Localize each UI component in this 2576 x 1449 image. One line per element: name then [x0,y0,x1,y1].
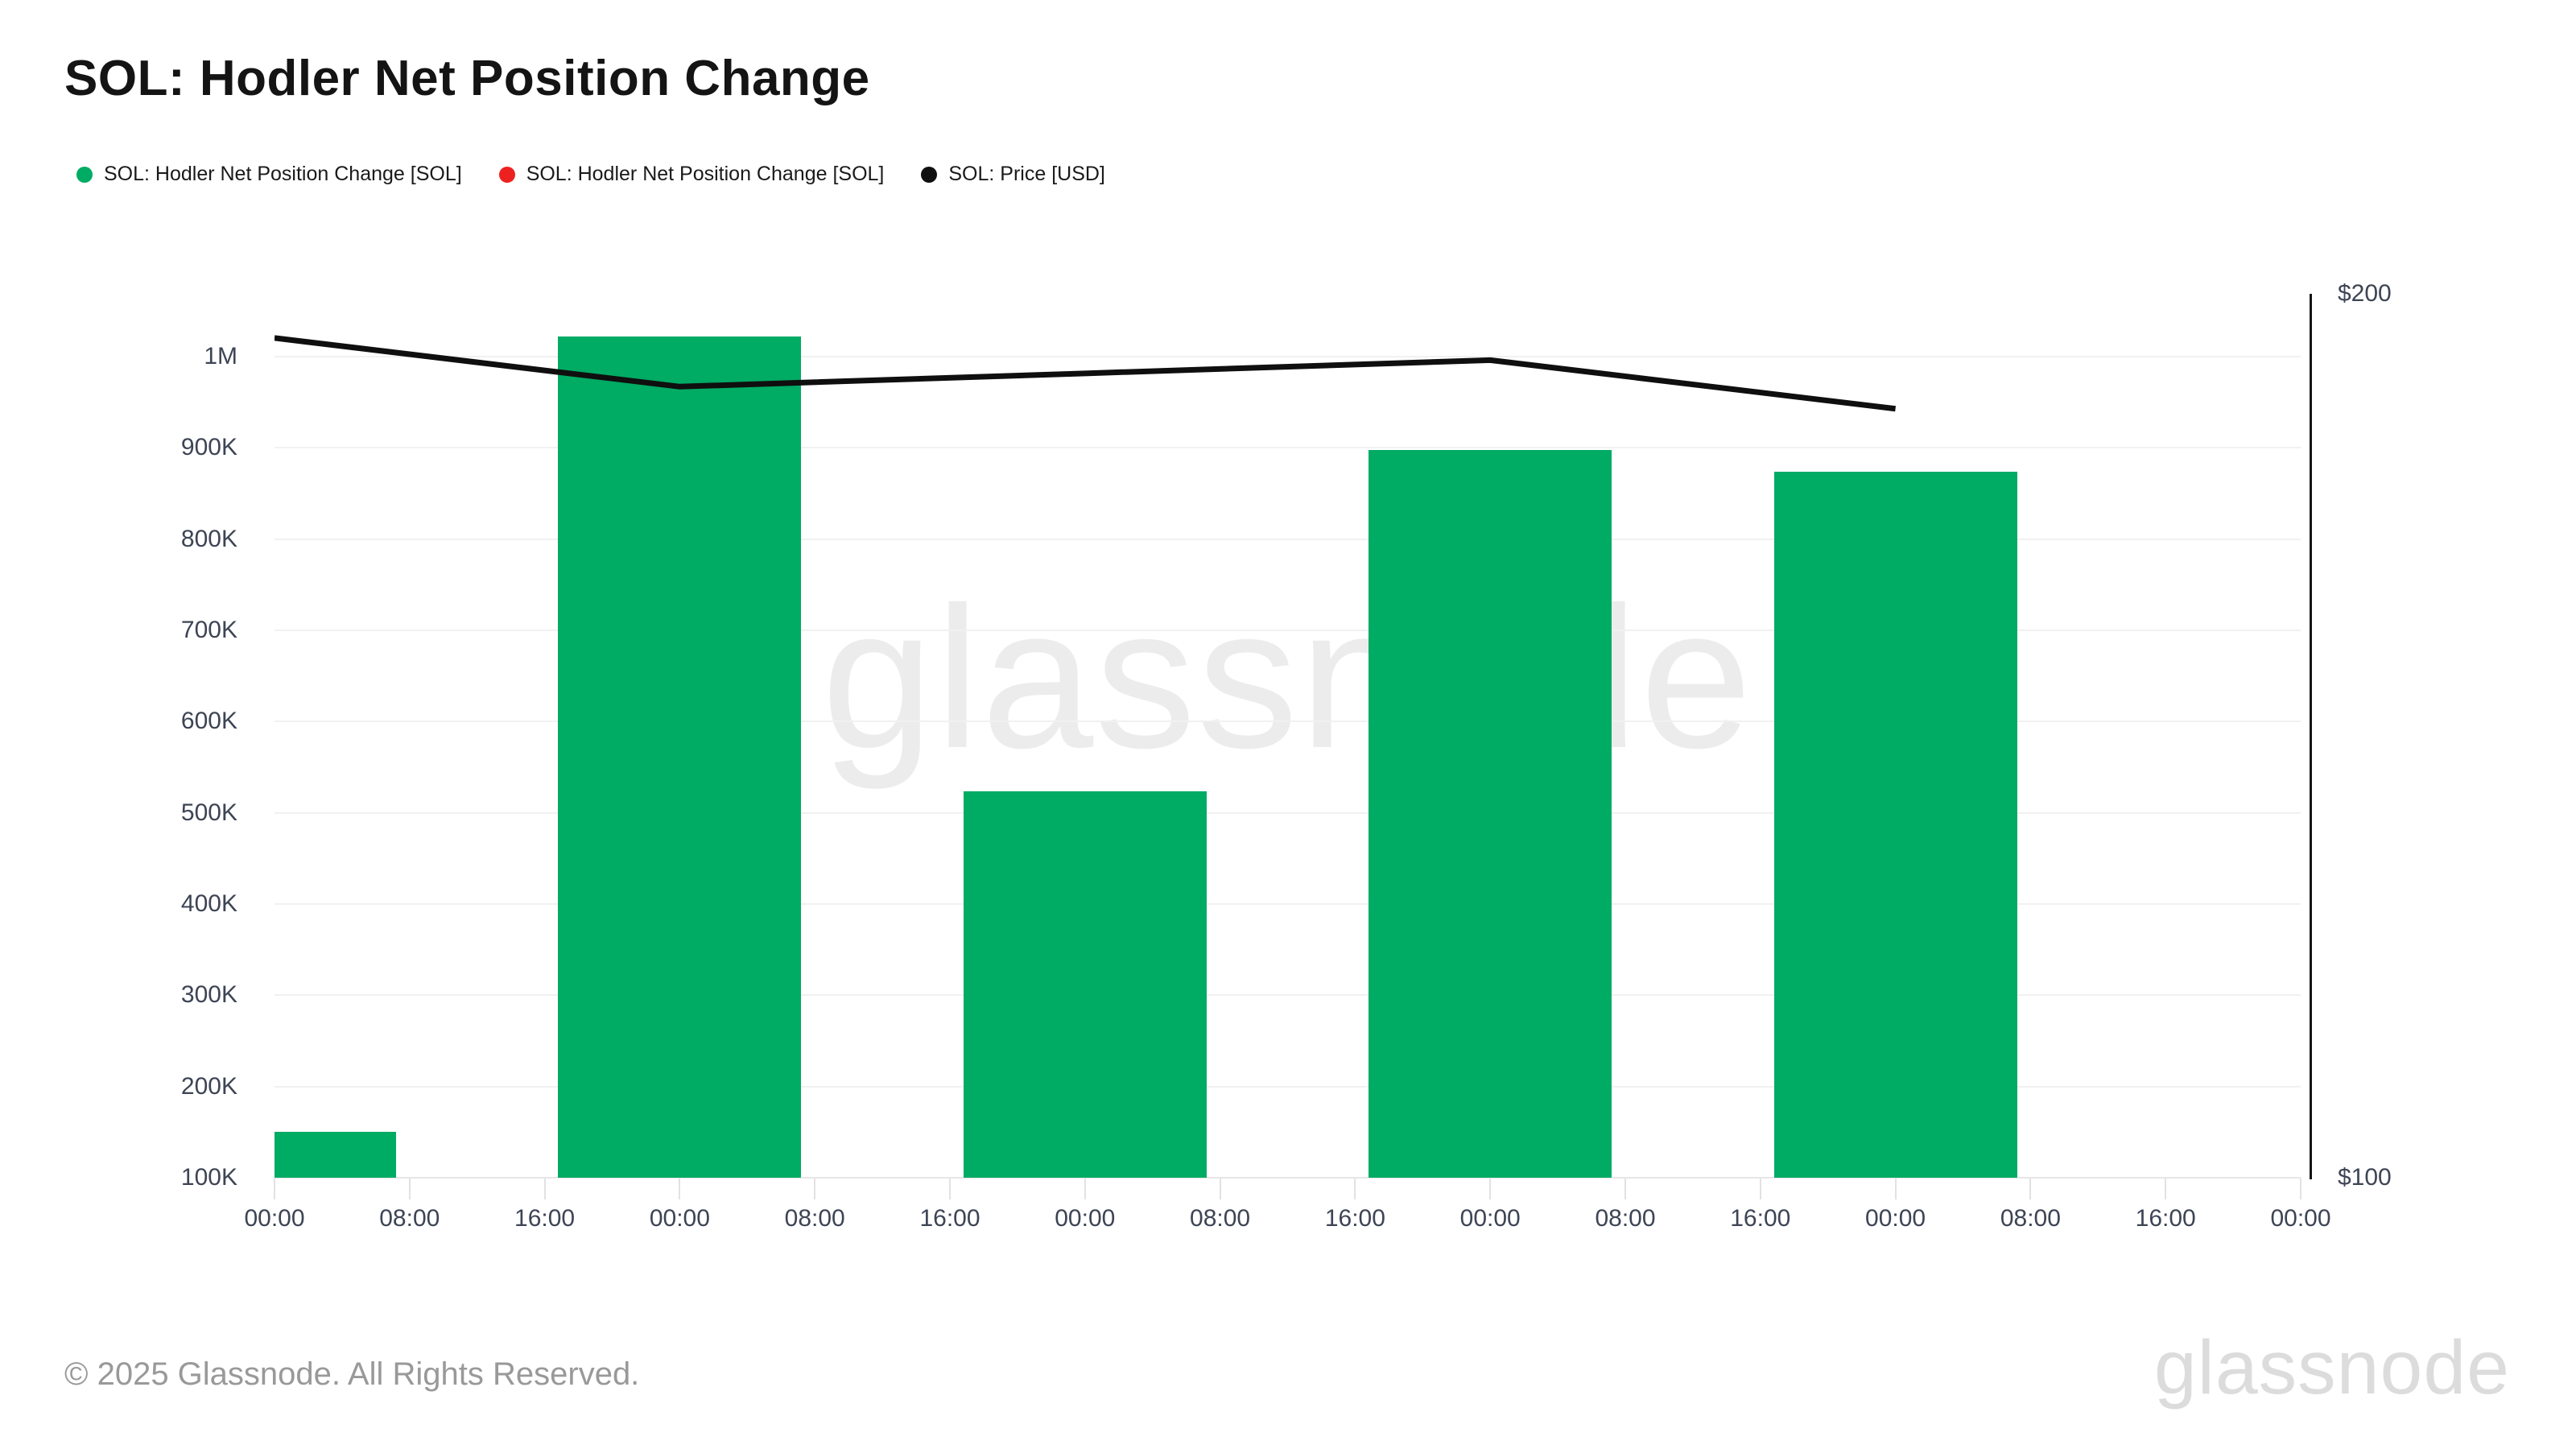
price-axis-tick-label: $200 [2338,280,2392,307]
page-title: SOL: Hodler Net Position Change [64,51,870,106]
legend-label: SOL: Hodler Net Position Change [SOL] [526,163,885,185]
x-axis-tick-label: 00:00 [649,1205,710,1232]
x-axis-tick [543,1179,546,1199]
x-axis-tick [1894,1179,1897,1199]
y-axis-tick-label: 1M [204,343,237,370]
legend: SOL: Hodler Net Position Change [SOL] SO… [76,163,1105,186]
hodler-net-position-bar[interactable] [275,1132,396,1178]
black-circle-icon [921,166,938,183]
x-axis-tick [408,1179,411,1199]
hodler-net-position-bar[interactable] [1368,449,1612,1178]
plot-area: glassnode [275,294,2301,1179]
x-axis-tick [1759,1179,1761,1199]
grid-line [275,538,2301,540]
grid-line [275,811,2301,814]
x-axis-tick-label: 08:00 [1595,1205,1656,1232]
y-axis-tick-label: 400K [180,890,237,918]
hodler-net-position-bar[interactable] [558,336,802,1178]
x-axis-tick [1354,1179,1356,1199]
x-axis-tick-label: 08:00 [1190,1205,1251,1232]
y-axis-tick-label: 500K [180,799,237,826]
legend-label: SOL: Price [USD] [948,163,1105,185]
right-axis-line [2310,294,2312,1179]
grid-line [275,994,2301,997]
x-axis-tick-label: 16:00 [919,1205,980,1232]
green-circle-icon [76,166,93,183]
x-axis-tick [1219,1179,1221,1199]
x-axis-tick [814,1179,816,1199]
x-axis-tick-label: 00:00 [1055,1205,1116,1232]
y-axis-tick-label: 700K [180,617,237,644]
copyright-text: © 2025 Glassnode. All Rights Reserved. [64,1356,640,1392]
grid-line [275,903,2301,906]
x-axis-tick-label: 08:00 [784,1205,845,1232]
hodler-net-position-bar[interactable] [963,791,1207,1178]
y-axis-tick-label: 900K [180,434,237,461]
x-axis-tick [2165,1179,2167,1199]
y-axis-tick-label: 800K [180,525,237,552]
grid-line [275,720,2301,723]
x-axis-tick-label: 08:00 [379,1205,440,1232]
legend-item-price[interactable]: SOL: Price [USD] [921,163,1105,186]
x-axis-tick [274,1179,275,1199]
x-axis-tick-label: 00:00 [1865,1205,1926,1232]
x-axis-tick [679,1179,681,1199]
legend-item-hodler-net-position-green[interactable]: SOL: Hodler Net Position Change [SOL] [76,163,462,186]
x-axis-tick [2029,1179,2032,1199]
y-axis-tick-label: 600K [180,708,237,735]
x-axis-tick [1084,1179,1086,1199]
y-axis-tick-label: 300K [180,981,237,1009]
x-axis-tick [1624,1179,1626,1199]
legend-label: SOL: Hodler Net Position Change [SOL] [104,163,462,185]
x-axis-tick [949,1179,951,1199]
price-line [275,335,1897,412]
y-axis-tick-label: 200K [180,1072,237,1100]
x-axis-tick-label: 16:00 [1324,1205,1385,1232]
grid-line [275,630,2301,632]
x-axis-tick-label: 16:00 [514,1205,576,1232]
x-axis-tick-label: 16:00 [2135,1205,2196,1232]
legend-item-hodler-net-position-red[interactable]: SOL: Hodler Net Position Change [SOL] [498,163,885,186]
grid-line [275,447,2301,449]
x-axis-tick-label: 00:00 [244,1205,305,1232]
hodler-net-position-bar[interactable] [1773,471,2017,1178]
x-axis-tick [1489,1179,1492,1199]
grid-line [275,356,2301,358]
x-axis-line [275,1177,2301,1179]
x-axis-tick-label: 08:00 [2000,1205,2061,1232]
red-circle-icon [498,166,515,183]
price-axis-tick-label: $100 [2338,1164,2392,1191]
x-axis-tick-label: 16:00 [1730,1205,1791,1232]
y-axis-tick-label: 100K [180,1164,237,1191]
glassnode-logo: glassnode [2153,1325,2510,1410]
grid-line [275,1085,2301,1088]
x-axis-tick-label: 00:00 [1459,1205,1521,1232]
x-axis-tick-label: 00:00 [2270,1205,2331,1232]
x-axis-tick [2300,1179,2301,1199]
